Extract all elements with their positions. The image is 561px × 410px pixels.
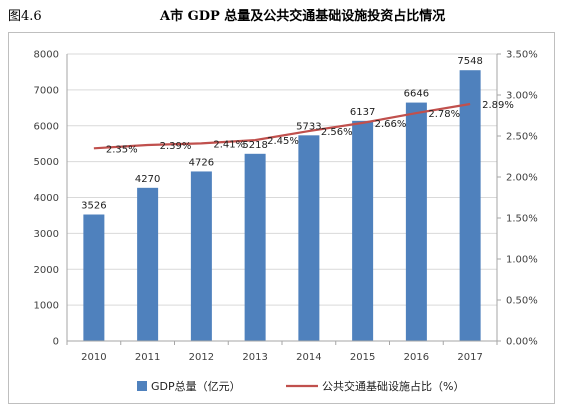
- y-right-tick-label: 1.00%: [506, 255, 538, 266]
- y-right-tick-label: 0.50%: [506, 296, 538, 307]
- bar-value-label: 6137: [350, 107, 375, 118]
- x-tick-label: 2016: [404, 352, 429, 363]
- figure-number: 图4.6: [8, 9, 42, 24]
- gdp-bar: [244, 153, 266, 341]
- line-value-label: 2.45%: [267, 136, 299, 147]
- y-left-tick-label: 3000: [34, 229, 59, 240]
- bar-value-label: 4726: [189, 157, 214, 168]
- bar-value-label: 6646: [404, 89, 429, 100]
- bar-value-label: 5218: [242, 140, 267, 151]
- y-left-tick-label: 0: [53, 337, 59, 348]
- x-tick-label: 2013: [242, 352, 267, 363]
- y-left-tick-label: 5000: [34, 157, 59, 168]
- y-right-tick-label: 3.50%: [506, 50, 538, 61]
- axes: 0 1000 2000 3000 4000 5000 6000 7000 8000 0.00% 0.…: [34, 50, 538, 364]
- figure-title: A市 GDP 总量及公共交通基础设施投资占比情况: [160, 9, 446, 24]
- line-value-label: 2.66%: [375, 119, 407, 130]
- line-value-label: 2.56%: [321, 127, 353, 138]
- bar-value-label: 5733: [296, 121, 321, 132]
- y-right-tick-label: 3.00%: [506, 91, 538, 102]
- y-left-tick-label: 2000: [34, 265, 59, 276]
- gdp-bar: [137, 187, 159, 341]
- line-value-label: 2.41%: [213, 139, 245, 150]
- ratio-line: [93, 102, 471, 150]
- y-right-tick-label: 1.50%: [506, 214, 538, 225]
- chart-frame: [8, 32, 555, 404]
- data-labels: 3526 4270 4726 5218 5733 6137 6646 7548 2.35% 2.3…: [81, 56, 514, 211]
- line-value-label: 2.39%: [160, 141, 192, 152]
- bar-value-label: 7548: [457, 56, 482, 67]
- gdp-bar: [405, 102, 427, 341]
- x-tick-label: 2011: [135, 352, 160, 363]
- bar-value-label: 4270: [135, 174, 160, 185]
- line-value-label: 2.89%: [482, 100, 514, 111]
- legend-label-bar: GDP总量（亿元）: [151, 379, 241, 393]
- bar-value-label: 3526: [81, 201, 106, 212]
- line-value-label: 2.78%: [428, 109, 460, 120]
- gdp-bar: [459, 70, 481, 341]
- gdp-bar: [298, 135, 320, 341]
- y-left-tick-label: 8000: [34, 50, 59, 61]
- y-left-tick-label: 4000: [34, 193, 59, 204]
- gridlines: [67, 53, 497, 306]
- y-left-tick-label: 1000: [34, 301, 59, 312]
- gdp-bar: [83, 214, 105, 341]
- gdp-bars: [83, 70, 481, 341]
- gdp-bar: [190, 171, 212, 341]
- legend: GDP总量（亿元） 公共交通基础设施占比（%）: [137, 379, 464, 393]
- y-left-tick-label: 6000: [34, 121, 59, 132]
- legend-label-line: 公共交通基础设施占比（%）: [322, 379, 464, 393]
- x-tick-label: 2014: [296, 352, 321, 363]
- x-tick-label: 2010: [81, 352, 106, 363]
- y-left-tick-label: 7000: [34, 85, 59, 96]
- x-tick-label: 2017: [457, 352, 482, 363]
- y-right-tick-label: 2.00%: [506, 173, 538, 184]
- x-tick-label: 2012: [189, 352, 214, 363]
- gdp-bar: [352, 120, 374, 341]
- line-value-label: 2.35%: [106, 144, 138, 155]
- y-right-tick-label: 0.00%: [506, 337, 538, 348]
- y-right-tick-label: 2.50%: [506, 132, 538, 143]
- legend-swatch-bar: [137, 381, 147, 391]
- ratio-line-path: [93, 102, 471, 150]
- x-tick-label: 2015: [350, 352, 375, 363]
